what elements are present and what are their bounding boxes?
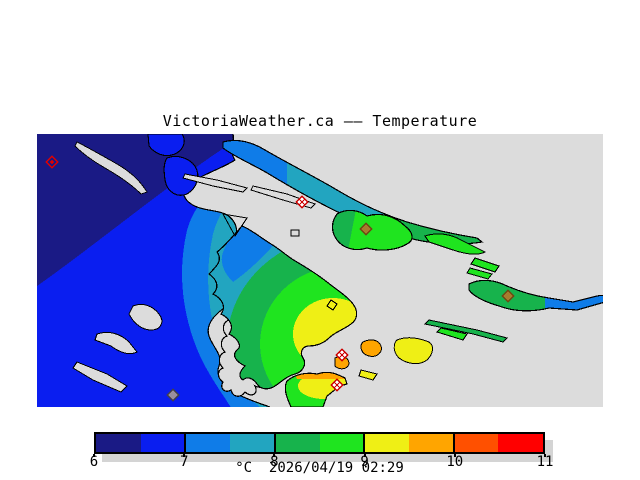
colorbar-segment — [230, 434, 275, 452]
temperature-map-svg — [37, 134, 603, 407]
colorbar-segment — [96, 434, 141, 452]
colorbar-segment — [498, 434, 544, 452]
colorbar-tick — [273, 454, 276, 457]
colorbar-segment — [453, 434, 499, 452]
colorbar: °C 2026/04/19 02:29 6 7 8 9 10 11 — [90, 432, 553, 476]
coastline-bright-island — [331, 209, 413, 251]
ocean-band-navy — [37, 134, 249, 286]
colorbar-tick — [453, 454, 456, 457]
colorbar-tick-label: 9 — [360, 454, 369, 470]
colorbar-tick-label: 7 — [179, 454, 189, 470]
colorbar-tick-label: 10 — [446, 454, 464, 470]
island-blue-north — [147, 134, 185, 157]
island-sliver — [182, 173, 248, 193]
colorbar-tick — [544, 454, 546, 457]
station-marker — [295, 195, 309, 209]
bottom-orange — [293, 372, 347, 379]
colorbar-caption: °C 2026/04/19 02:29 — [94, 461, 545, 476]
colorbar-segment — [319, 434, 365, 452]
island-green-chain — [424, 233, 487, 255]
colorbar-tick — [273, 434, 276, 452]
lake-outline — [290, 229, 300, 237]
station-marker — [45, 155, 59, 169]
station-markers-layer — [45, 155, 515, 402]
station-marker — [166, 388, 180, 402]
coastline-bottom-island — [284, 371, 348, 407]
coastline-central-island — [208, 225, 358, 390]
station-marker — [335, 348, 349, 362]
land-islet — [94, 331, 138, 355]
colorbar-tick-label: 11 — [536, 454, 554, 470]
island-green-chain — [466, 267, 493, 280]
station-marker — [359, 222, 373, 236]
unit-label: °C — [235, 460, 253, 476]
station-marker — [330, 378, 344, 392]
colorbar-tick — [184, 434, 187, 452]
island-yellow-small — [358, 369, 378, 381]
island-orange-small — [360, 339, 382, 357]
colorbar-tick — [363, 454, 366, 457]
colorbar-segment — [185, 434, 231, 452]
lake-outline — [326, 299, 338, 311]
page-title: VictoriaWeather.ca —— Temperature — [162, 112, 478, 130]
colorbar-segment — [364, 434, 409, 452]
island-blue-north — [163, 155, 199, 196]
coastline-east-island — [468, 279, 603, 312]
colorbar-tick — [93, 454, 95, 457]
map-canvas — [37, 134, 603, 407]
coastline-long-island — [222, 139, 484, 245]
colorbar-segment — [408, 434, 454, 452]
island-green-chain — [423, 319, 508, 343]
colorbar-tick-label: 6 — [89, 454, 99, 470]
island-green-chain — [436, 327, 468, 341]
timestamp: 2026/04/19 02:29 — [268, 460, 404, 476]
lake-outline — [222, 213, 248, 237]
island-bright-green — [331, 209, 413, 251]
island-yellow-small — [393, 337, 434, 365]
station-marker — [501, 289, 515, 303]
colorbar-tick-label: 8 — [270, 454, 279, 470]
colorbar-segment — [140, 434, 186, 452]
land-islet — [72, 361, 128, 393]
colorbar-tick — [452, 434, 455, 452]
colorbar-tick — [363, 434, 366, 452]
colorbar-bar — [94, 432, 545, 454]
land-inlet-sliver — [74, 141, 148, 195]
land-islet — [128, 303, 163, 331]
colorbar-tick — [183, 454, 186, 457]
colorbar-segment — [274, 434, 320, 452]
island-green-chain — [470, 257, 500, 273]
